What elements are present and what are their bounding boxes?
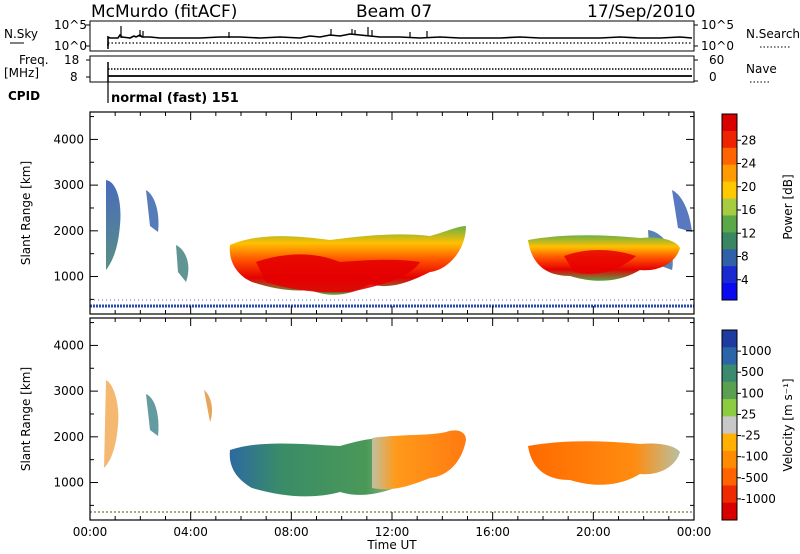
x-tick-label: 20:00 — [576, 525, 611, 539]
y-tick-label: 3000 — [53, 178, 84, 192]
velocity-orange-echo — [372, 430, 466, 490]
velocity-weak-echo — [104, 380, 119, 468]
colorbar-tick-label: 25 — [741, 407, 756, 421]
power-panel — [89, 111, 695, 315]
y-tick-label: 3000 — [53, 384, 84, 398]
nave-tick-bottom: 0 — [709, 70, 717, 84]
freq-tick-bottom: 8 — [70, 70, 78, 84]
y-tick-label: 1000 — [53, 270, 84, 284]
power-weak-echo — [146, 190, 159, 232]
colorbar-label: Power [dB] — [781, 174, 795, 239]
date-title: 17/Sep/2010 — [587, 2, 695, 22]
colorbar-tick-label: 16 — [741, 203, 756, 217]
colorbar-swatch — [722, 330, 737, 348]
colorbar-swatch — [722, 130, 737, 149]
colorbar-tick-label: 28 — [741, 133, 756, 147]
station-title: McMurdo (fitACF) — [91, 2, 237, 22]
colorbar-swatch — [722, 164, 737, 183]
colorbar-tick-label: 20 — [741, 180, 756, 194]
colorbar-tick-label: 500 — [741, 365, 764, 379]
nsearch-tick-bottom: 10^0 — [701, 39, 734, 53]
freq-tick-top: 18 — [64, 53, 79, 67]
power-core-echo — [564, 250, 636, 275]
velocity-panel — [89, 317, 695, 521]
colorbar-swatch — [722, 198, 737, 216]
y-tick-label: 2000 — [53, 224, 84, 238]
x-tick-label: 04:00 — [173, 525, 208, 539]
beam-title: Beam 07 — [356, 2, 432, 22]
colorbar-swatch — [722, 485, 737, 504]
colorbar-frame — [721, 113, 738, 301]
velocity-green-echo — [229, 437, 400, 497]
colorbar-swatch — [722, 266, 737, 284]
freq-label-2: [MHz] — [4, 66, 39, 80]
colorbar-swatch — [722, 347, 737, 366]
colorbar-tick-label: 12 — [741, 226, 756, 240]
colorbar-swatch — [722, 450, 737, 469]
nsky-strip — [86, 20, 698, 52]
colorbar-tick-label: -1000 — [741, 492, 776, 506]
colorbar-label: Velocity [m s⁻¹] — [781, 378, 795, 471]
cpid-label: CPID — [8, 89, 40, 103]
velocity-weak-echo — [204, 390, 212, 422]
power-weak-echo — [176, 245, 189, 282]
colorbar-tick-label: -500 — [741, 471, 768, 485]
nave-label: Nave — [746, 62, 777, 76]
power-weak-echo — [106, 180, 121, 270]
x-tick-label: 12:00 — [375, 525, 410, 539]
colorbar-swatch — [722, 468, 737, 486]
colorbar-swatch — [722, 181, 737, 200]
colorbar-tick-label: -25 — [741, 429, 761, 443]
freq-strip — [86, 55, 698, 83]
colorbar-swatch — [722, 215, 737, 233]
colorbar-tick-label: 24 — [741, 157, 756, 171]
nsky-tick-bottom: 10^0 — [54, 39, 87, 53]
nsky-label: N.Sky — [4, 27, 38, 41]
x-tick-label: 00:00 — [677, 525, 712, 539]
y-tick-label: 1000 — [53, 476, 84, 490]
y-tick-label: 4000 — [53, 338, 84, 352]
colorbar-frame — [721, 329, 738, 521]
nave-tick-top: 60 — [709, 53, 724, 67]
colorbar-swatch — [722, 249, 737, 267]
velocity-orange-echo — [528, 441, 680, 485]
y-tick-label: 2000 — [53, 430, 84, 444]
colorbar-swatch — [722, 399, 737, 417]
colorbar-swatch — [722, 364, 737, 383]
y-tick-label: 4000 — [53, 132, 84, 146]
colorbar-swatch — [722, 283, 737, 301]
nsearch-label: N.Search — [746, 27, 800, 41]
cpid-text: normal (fast) 151 — [111, 91, 239, 106]
colorbar-tick-label: 1000 — [741, 344, 772, 358]
colorbar-swatch — [722, 502, 737, 521]
y-axis-label: Slant Range [km] — [19, 161, 33, 265]
colorbar-swatch — [722, 114, 737, 132]
colorbar-swatch — [722, 232, 737, 250]
velocity-weak-echo — [146, 394, 159, 436]
nsearch-tick-top: 10^5 — [701, 18, 734, 32]
x-tick-label: 08:00 — [274, 525, 309, 539]
colorbar-tick-label: 100 — [741, 386, 764, 400]
power-core-echo — [256, 254, 420, 293]
nsky-tick-top: 10^5 — [54, 18, 87, 32]
colorbar-swatch — [722, 381, 737, 400]
colorbar-swatch — [722, 433, 737, 452]
colorbar-tick-label: -100 — [741, 450, 768, 464]
x-axis-label: Time UT — [366, 538, 417, 552]
colorbar-swatch — [722, 416, 737, 435]
colorbar-tick-label: 8 — [741, 250, 749, 264]
colorbar-swatch — [722, 147, 737, 166]
x-tick-label: 00:00 — [73, 525, 108, 539]
x-tick-label: 16:00 — [475, 525, 510, 539]
power-weak-echo — [672, 190, 692, 232]
freq-label-1: Freq. — [19, 53, 49, 67]
colorbar-tick-label: 4 — [741, 273, 749, 287]
y-axis-label: Slant Range [km] — [19, 367, 33, 471]
